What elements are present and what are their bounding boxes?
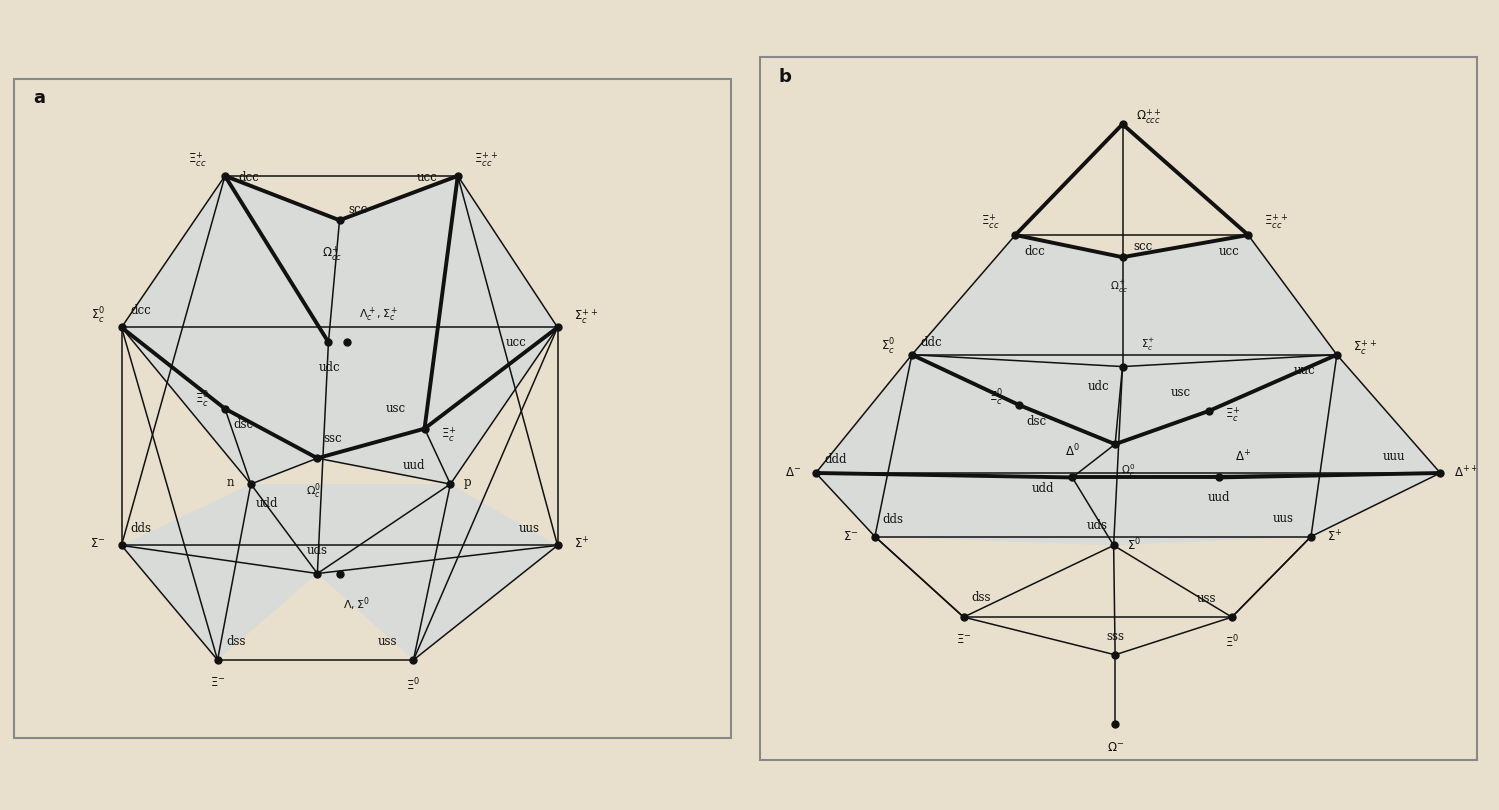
Text: dss: dss <box>226 635 246 648</box>
Text: $\Omega_c^{0}$: $\Omega_c^{0}$ <box>1121 463 1135 480</box>
Text: $\Omega^{-}$: $\Omega^{-}$ <box>1106 740 1124 753</box>
Text: $\Sigma^{-}$: $\Sigma^{-}$ <box>842 530 859 543</box>
Text: ddd: ddd <box>824 453 847 466</box>
Text: p: p <box>463 476 471 489</box>
Text: $\Sigma_c^{++}$: $\Sigma_c^{++}$ <box>1354 338 1378 356</box>
Text: usc: usc <box>1171 386 1190 399</box>
Text: $\Omega_{cc}^{+}$: $\Omega_{cc}^{+}$ <box>1109 279 1127 296</box>
Text: $\Sigma_c^{++}$: $\Sigma_c^{++}$ <box>574 307 598 326</box>
Text: ucc: ucc <box>505 336 526 349</box>
Text: uss: uss <box>378 635 397 648</box>
Text: $\Xi^{-}$: $\Xi^{-}$ <box>210 676 225 689</box>
Text: $\Xi^{-}$: $\Xi^{-}$ <box>956 633 971 646</box>
Text: $\Xi_{cc}^{++}$: $\Xi_{cc}^{++}$ <box>1265 212 1289 231</box>
Text: dds: dds <box>883 514 904 526</box>
Text: $\Sigma_c^{0}$: $\Sigma_c^{0}$ <box>91 306 105 326</box>
Text: uuc: uuc <box>1294 364 1316 377</box>
Text: b: b <box>779 68 791 86</box>
Text: $\Sigma^{+}$: $\Sigma^{+}$ <box>1327 529 1343 544</box>
Text: ssc: ssc <box>324 432 342 445</box>
Text: $\Sigma^{-}$: $\Sigma^{-}$ <box>90 538 105 551</box>
Text: $\Delta^{-}$: $\Delta^{-}$ <box>785 467 800 480</box>
Text: $\Xi_{cc}^{+}$: $\Xi_{cc}^{+}$ <box>980 212 1000 231</box>
Text: n: n <box>226 476 234 489</box>
Text: $\Lambda_c^+,\Sigma_c^+$: $\Lambda_c^+,\Sigma_c^+$ <box>360 306 399 325</box>
Text: $\Xi_c^{0}$: $\Xi_c^{0}$ <box>989 387 1003 407</box>
Text: dds: dds <box>130 522 151 535</box>
Text: $\Xi_c^{+}$: $\Xi_c^{+}$ <box>441 425 456 444</box>
Text: $\Sigma^{0}$: $\Sigma^{0}$ <box>1127 537 1141 554</box>
Text: uus: uus <box>519 522 540 535</box>
Text: uds: uds <box>1087 519 1108 532</box>
Text: uus: uus <box>1273 512 1294 525</box>
Polygon shape <box>121 176 558 342</box>
Polygon shape <box>815 473 1441 545</box>
Text: $\Sigma_c^{+}$: $\Sigma_c^{+}$ <box>1141 337 1156 353</box>
Text: $\Delta^{+}$: $\Delta^{+}$ <box>1235 449 1252 464</box>
Text: $\Xi_c^{0}$: $\Xi_c^{0}$ <box>195 390 208 410</box>
Text: ucc: ucc <box>417 172 438 185</box>
Text: udc: udc <box>319 361 340 374</box>
Text: dsc: dsc <box>1027 416 1046 428</box>
Text: $\Xi_{cc}^{+}$: $\Xi_{cc}^{+}$ <box>187 150 207 169</box>
Text: $\Xi^{0}$: $\Xi^{0}$ <box>406 676 421 693</box>
Text: dsc: dsc <box>234 418 253 431</box>
Text: uud: uud <box>1207 491 1229 504</box>
Text: udd: udd <box>255 497 277 510</box>
Text: ddc: ddc <box>920 336 943 349</box>
Text: $\Sigma^{+}$: $\Sigma^{+}$ <box>574 536 589 552</box>
Text: dcc: dcc <box>130 304 151 317</box>
Text: udd: udd <box>1031 482 1054 495</box>
Text: $\Delta^{0}$: $\Delta^{0}$ <box>1064 443 1079 460</box>
Text: uds: uds <box>307 544 328 557</box>
Text: $\Delta^{++}$: $\Delta^{++}$ <box>1454 466 1478 480</box>
Polygon shape <box>815 355 1441 477</box>
Text: usc: usc <box>387 403 406 416</box>
Text: dcc: dcc <box>1024 245 1045 258</box>
Polygon shape <box>121 327 558 484</box>
Text: $\Xi_{cc}^{++}$: $\Xi_{cc}^{++}$ <box>474 150 498 169</box>
Text: sss: sss <box>1106 630 1124 643</box>
Polygon shape <box>121 484 558 660</box>
Text: dss: dss <box>971 590 991 603</box>
Text: $\Omega_{cc}^{+}$: $\Omega_{cc}^{+}$ <box>322 244 342 262</box>
Text: $\Xi_c^{+}$: $\Xi_c^{+}$ <box>1225 405 1241 424</box>
Text: $\Omega_{ccc}^{++}$: $\Omega_{ccc}^{++}$ <box>1136 108 1162 126</box>
Polygon shape <box>911 235 1337 367</box>
Text: uud: uud <box>402 459 424 472</box>
Text: uuu: uuu <box>1382 450 1405 463</box>
Text: ucc: ucc <box>1219 245 1240 258</box>
Text: uss: uss <box>1196 592 1216 605</box>
Text: udc: udc <box>1088 380 1109 393</box>
Text: $\Omega_c^{0}$: $\Omega_c^{0}$ <box>306 482 321 501</box>
Text: dcc: dcc <box>238 172 259 185</box>
Text: $\Lambda,\Sigma^0$: $\Lambda,\Sigma^0$ <box>343 595 370 613</box>
Text: scc: scc <box>348 203 367 216</box>
Text: $\Sigma_c^{0}$: $\Sigma_c^{0}$ <box>881 337 895 357</box>
Text: scc: scc <box>1133 241 1153 254</box>
Text: a: a <box>33 89 45 107</box>
Text: $\Xi^{0}$: $\Xi^{0}$ <box>1225 633 1240 650</box>
